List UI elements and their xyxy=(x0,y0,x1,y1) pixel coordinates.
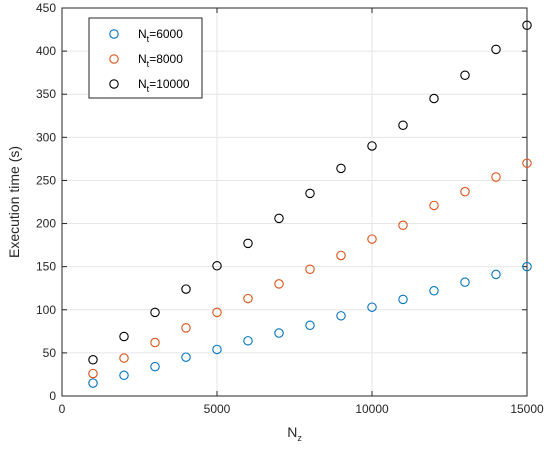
data-point-series-2 xyxy=(88,368,98,379)
data-points xyxy=(88,20,532,388)
data-point-series-2 xyxy=(212,307,222,318)
y-tick-label: 150 xyxy=(36,260,56,274)
y-tick-label: 50 xyxy=(43,346,57,360)
legend-box xyxy=(88,17,203,99)
data-point-series-1 xyxy=(367,302,377,312)
y-tick-label: 100 xyxy=(36,303,56,317)
data-point-series-2 xyxy=(398,220,408,231)
data-point-series-2 xyxy=(274,279,284,289)
y-tick-label: 450 xyxy=(36,1,56,15)
y-tick-label: 300 xyxy=(36,130,56,144)
data-point-series-3 xyxy=(274,213,284,224)
legend-entry-label: Nt=8000 xyxy=(138,52,183,69)
data-point-series-2 xyxy=(460,186,470,197)
data-point-series-3 xyxy=(119,331,129,342)
legend-marker xyxy=(109,79,119,89)
data-point-series-3 xyxy=(491,44,501,55)
data-point-series-3 xyxy=(88,355,98,365)
legend: Nt=6000 Nt=8000 Nt=10000 xyxy=(88,17,203,99)
data-point-series-3 xyxy=(336,163,346,174)
data-point-series-1 xyxy=(336,311,346,321)
x-tick-label: 10000 xyxy=(355,402,389,416)
data-point-series-2 xyxy=(491,172,501,182)
data-point-series-3 xyxy=(212,261,222,271)
data-point-series-1 xyxy=(522,261,532,272)
y-tick-label: 200 xyxy=(36,217,56,231)
x-tick-label: 15000 xyxy=(510,402,544,416)
data-point-series-3 xyxy=(243,238,253,249)
data-point-series-3 xyxy=(460,70,470,81)
data-point-series-2 xyxy=(429,200,439,211)
legend-marker xyxy=(109,54,119,64)
y-tick-label: 400 xyxy=(36,44,56,58)
data-point-series-1 xyxy=(181,352,191,362)
data-point-series-1 xyxy=(150,361,160,372)
data-point-series-2 xyxy=(119,353,129,363)
data-point-series-1 xyxy=(243,336,253,346)
x-tick-label: 5000 xyxy=(204,402,231,416)
data-point-series-1 xyxy=(88,378,98,388)
x-tick-label: 0 xyxy=(59,402,66,416)
y-tick-label: 350 xyxy=(36,87,56,101)
data-point-series-3 xyxy=(367,141,377,151)
data-point-series-1 xyxy=(119,370,129,381)
data-point-series-2 xyxy=(150,337,160,348)
data-point-series-1 xyxy=(460,277,470,287)
data-point-series-2 xyxy=(305,264,315,275)
data-point-series-2 xyxy=(181,323,191,333)
data-point-series-1 xyxy=(398,294,408,305)
y-tick-label: 250 xyxy=(36,173,56,187)
data-point-series-3 xyxy=(398,120,408,131)
legend-entry-label: Nt=6000 xyxy=(138,27,183,44)
data-point-series-2 xyxy=(522,158,532,168)
data-point-series-3 xyxy=(522,20,532,30)
y-tick-label: 0 xyxy=(49,389,56,403)
legend-marker xyxy=(109,29,119,39)
data-point-series-1 xyxy=(212,344,222,355)
data-point-series-1 xyxy=(429,286,439,296)
plot-frame xyxy=(61,7,528,397)
data-point-series-1 xyxy=(274,328,284,338)
data-point-series-3 xyxy=(181,284,191,294)
axis-ticks: 0 5000 10000 15000 0 50 100 150 200 250 300 350 400 4… xyxy=(36,1,544,416)
data-point-series-2 xyxy=(367,234,377,244)
y-axis-label: Execution time (s) xyxy=(6,146,22,258)
data-point-series-3 xyxy=(305,188,315,199)
data-point-series-3 xyxy=(429,93,439,104)
data-point-series-2 xyxy=(336,250,346,261)
legend-entry-label: Nt=10000 xyxy=(138,77,190,94)
data-point-series-1 xyxy=(491,269,501,280)
data-point-series-3 xyxy=(150,307,160,318)
data-point-series-2 xyxy=(243,293,253,304)
x-axis-label: Nz xyxy=(287,424,302,443)
data-point-series-1 xyxy=(305,320,315,331)
